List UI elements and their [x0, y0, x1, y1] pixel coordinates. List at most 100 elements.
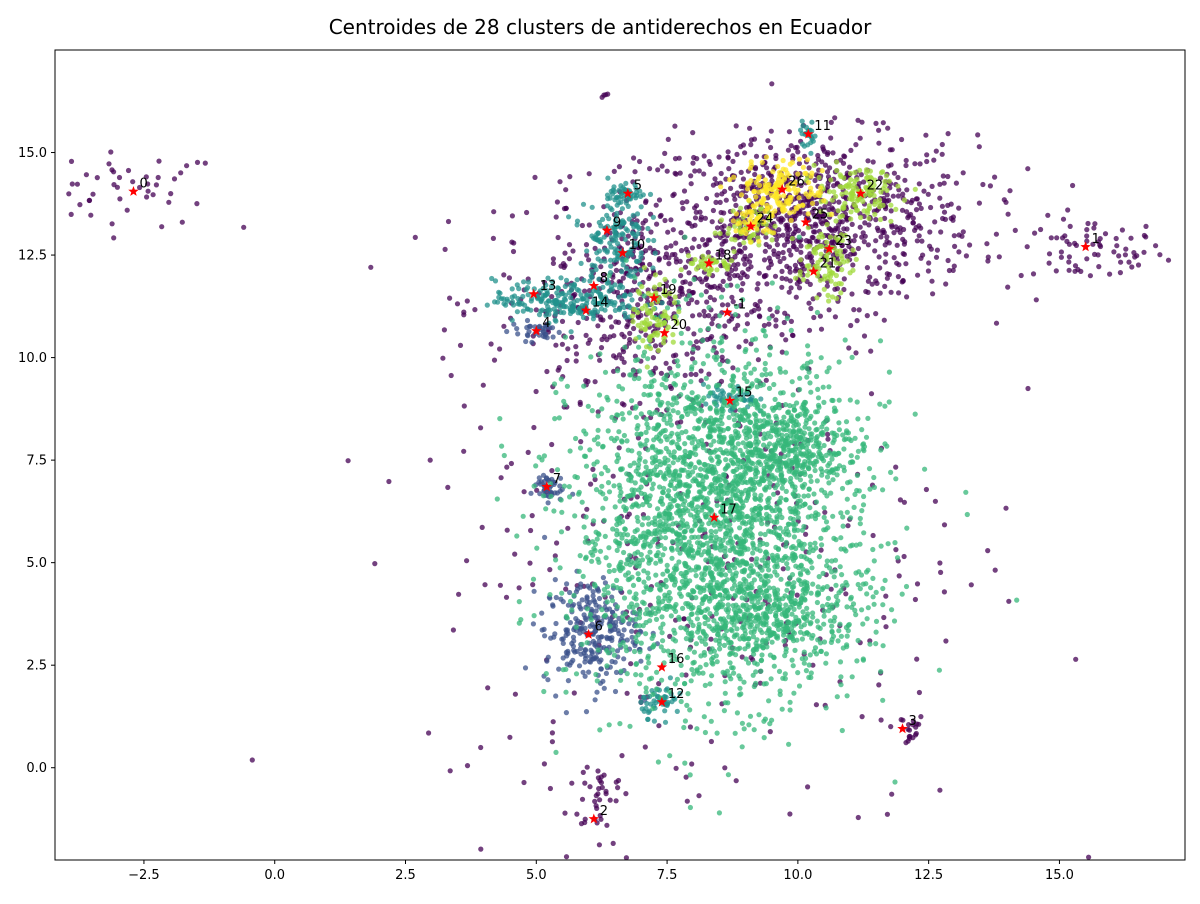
- data-point: [799, 131, 805, 137]
- data-point: [574, 811, 580, 817]
- data-point: [711, 297, 718, 303]
- data-point: [943, 281, 949, 287]
- data-point: [695, 504, 701, 510]
- data-point: [679, 340, 685, 346]
- data-point: [553, 594, 559, 601]
- data-point: [722, 188, 728, 194]
- data-point: [583, 242, 590, 248]
- data-point: [701, 153, 707, 159]
- data-point: [677, 258, 683, 264]
- data-point: [763, 505, 769, 511]
- data-point: [562, 250, 568, 256]
- data-point: [689, 297, 695, 303]
- data-point: [874, 280, 880, 286]
- data-point: [568, 329, 574, 335]
- data-point: [645, 447, 651, 453]
- data-point: [610, 473, 616, 479]
- data-point: [725, 154, 731, 160]
- data-point: [202, 160, 208, 166]
- data-point: [555, 234, 561, 241]
- data-point: [730, 492, 736, 498]
- data-point: [859, 234, 865, 240]
- data-point: [620, 262, 626, 268]
- data-point: [603, 496, 609, 502]
- data-point: [555, 285, 562, 292]
- data-point: [761, 257, 768, 263]
- data-point: [610, 647, 616, 653]
- data-point: [612, 307, 619, 313]
- data-point: [628, 661, 634, 667]
- data-point: [861, 333, 868, 339]
- data-point: [984, 241, 990, 247]
- data-point: [814, 200, 820, 207]
- data-point: [531, 424, 537, 431]
- data-point: [796, 683, 803, 689]
- data-point: [609, 324, 615, 330]
- data-point: [707, 405, 713, 411]
- data-point: [756, 270, 762, 276]
- data-point: [609, 658, 615, 665]
- data-point: [691, 276, 697, 282]
- data-point: [642, 470, 648, 476]
- data-point: [710, 575, 716, 581]
- data-point: [617, 305, 623, 311]
- data-point: [787, 278, 793, 284]
- data-point: [783, 488, 789, 494]
- data-point: [594, 805, 600, 812]
- data-point: [666, 589, 672, 596]
- data-point: [566, 256, 573, 262]
- data-point: [574, 222, 580, 228]
- data-point: [670, 227, 676, 233]
- data-point: [694, 299, 700, 305]
- data-point: [632, 169, 638, 175]
- data-point: [155, 174, 161, 181]
- data-point: [635, 518, 641, 524]
- data-point: [948, 201, 954, 207]
- data-point: [194, 159, 201, 165]
- data-point: [619, 614, 626, 620]
- data-point: [558, 263, 564, 269]
- data-point: [1128, 235, 1134, 241]
- data-point: [571, 647, 577, 653]
- data-point: [1129, 264, 1135, 270]
- data-point: [667, 365, 673, 371]
- data-point: [615, 777, 622, 784]
- data-point: [956, 249, 962, 255]
- data-point: [690, 660, 696, 666]
- data-point: [707, 237, 713, 243]
- data-point: [589, 649, 595, 655]
- data-point: [693, 339, 700, 345]
- data-point: [849, 542, 856, 548]
- data-point: [601, 234, 607, 240]
- data-point: [756, 712, 762, 718]
- data-point: [641, 515, 647, 521]
- data-point: [643, 416, 650, 422]
- data-point: [891, 170, 898, 176]
- data-point: [563, 277, 570, 283]
- data-point: [591, 473, 598, 479]
- data-point: [883, 251, 889, 257]
- data-point: [600, 678, 606, 684]
- data-point: [888, 208, 894, 214]
- data-point: [782, 671, 788, 677]
- data-point: [714, 502, 720, 508]
- data-point: [822, 203, 828, 210]
- data-point: [851, 307, 857, 313]
- data-point: [614, 247, 620, 254]
- data-point: [976, 144, 982, 150]
- data-point: [792, 647, 798, 654]
- data-point: [649, 372, 655, 378]
- data-point: [886, 240, 892, 246]
- data-point: [690, 478, 696, 484]
- data-point: [604, 607, 610, 613]
- data-point: [789, 572, 796, 578]
- data-point: [670, 521, 676, 527]
- data-point: [702, 242, 708, 248]
- data-point: [812, 221, 819, 227]
- data-point: [561, 398, 567, 404]
- data-point: [663, 385, 669, 391]
- data-point: [125, 167, 132, 174]
- data-point: [857, 224, 863, 230]
- data-point: [743, 338, 749, 344]
- data-point: [783, 276, 789, 282]
